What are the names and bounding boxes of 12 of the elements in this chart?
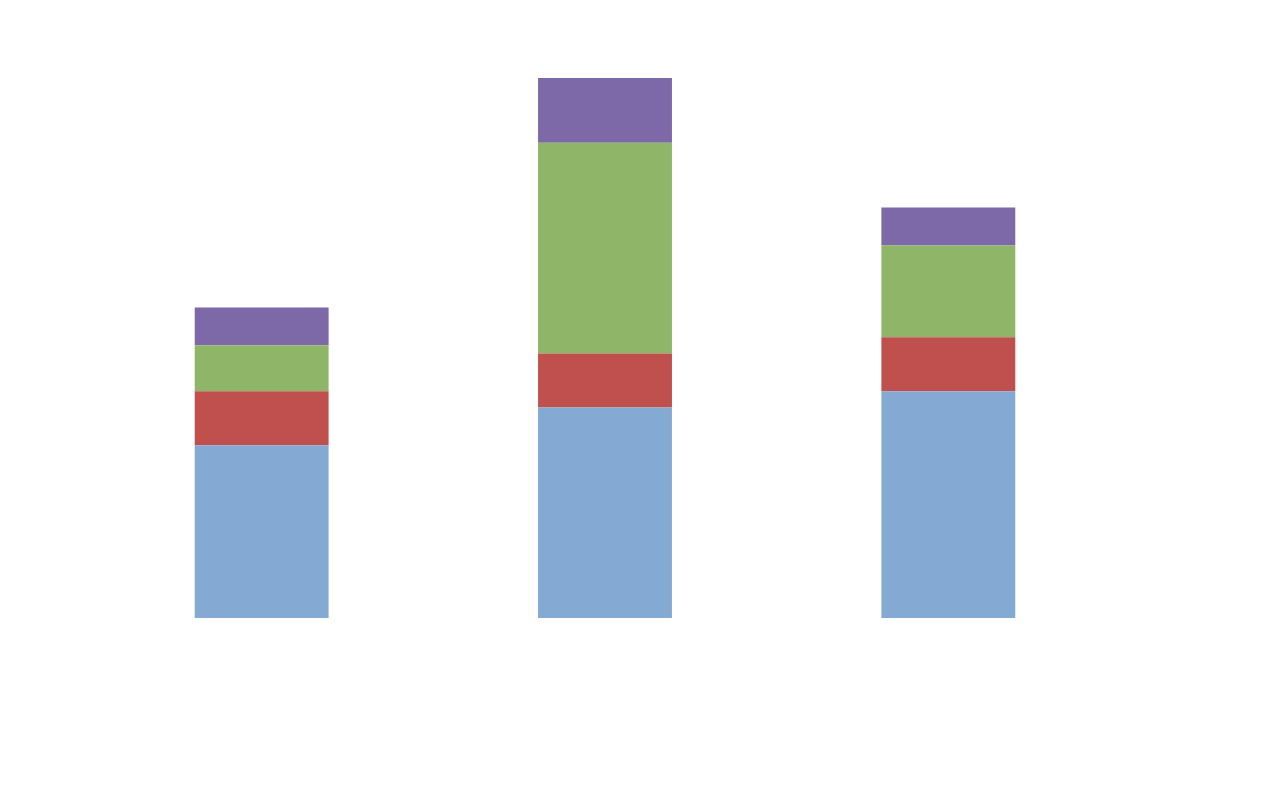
bar	[881, 207, 1016, 246]
bar	[194, 391, 329, 446]
bar	[538, 142, 672, 354]
bar	[538, 407, 672, 618]
bar	[538, 78, 672, 143]
bar	[194, 445, 329, 618]
bar	[881, 337, 1016, 392]
bar	[194, 307, 329, 346]
bar	[881, 245, 1016, 338]
bar	[538, 353, 672, 408]
bar	[194, 345, 329, 392]
bar	[881, 391, 1016, 618]
